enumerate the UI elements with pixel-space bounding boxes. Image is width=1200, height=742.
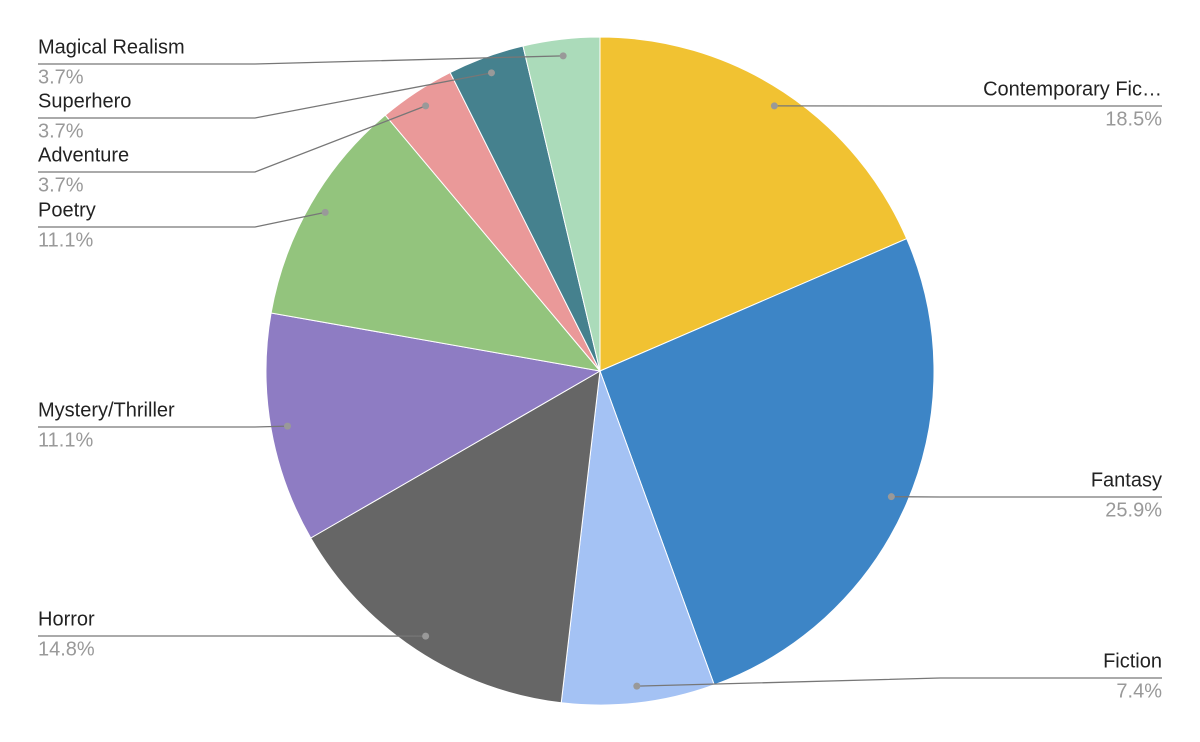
pie-slice (522, 36, 601, 372)
leader-line (38, 425, 288, 428)
pie-slice (265, 312, 602, 539)
leader-dot (633, 682, 641, 690)
slice-percent: 3.7% (38, 174, 84, 196)
slice-percent: 3.7% (38, 66, 84, 88)
leader-dot (887, 493, 895, 501)
pie-slice (560, 370, 715, 706)
slice-percent: 14.8% (38, 638, 95, 660)
slice-label: Magical Realism (38, 36, 185, 58)
pie-slice (599, 238, 935, 686)
leader-dot (559, 52, 567, 60)
slice-percent: 18.5% (1105, 108, 1162, 130)
pie-slice (270, 114, 602, 372)
slice-label: Poetry (38, 199, 96, 221)
slice-label: Mystery/Thriller (38, 399, 175, 421)
slice-label: Fiction (1103, 650, 1162, 672)
leader-dot (321, 208, 329, 216)
slice-label: Contemporary Fic… (983, 78, 1162, 100)
leader-line (636, 677, 1162, 687)
slice-label: Fantasy (1091, 469, 1162, 491)
slice-percent: 11.1% (38, 429, 93, 451)
leader-line (38, 211, 326, 228)
pie-slice (310, 370, 601, 704)
leader-dot (422, 632, 430, 640)
leader-line (38, 105, 426, 173)
slice-percent: 11.1% (38, 229, 93, 251)
leader-dot (284, 422, 292, 430)
slice-percent: 3.7% (38, 120, 84, 142)
leader-dot (487, 69, 495, 77)
slice-label: Adventure (38, 144, 129, 166)
leader-dot (422, 102, 430, 110)
slice-percent: 7.4% (1116, 680, 1162, 702)
slice-label: Superhero (38, 90, 131, 112)
pie-slice (599, 36, 908, 372)
slice-percent: 25.9% (1105, 499, 1162, 521)
leader-dot (770, 102, 778, 110)
slice-label: Horror (38, 608, 95, 630)
leader-line (38, 72, 492, 119)
leader-line (38, 55, 564, 65)
